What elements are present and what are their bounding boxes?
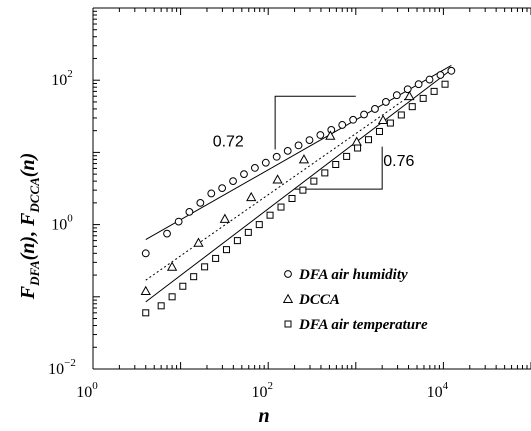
y-label-mid: (n), [17, 226, 39, 260]
circle-marker [207, 189, 216, 198]
legend-label: DFA air temperature [298, 317, 428, 333]
fit-line [145, 95, 410, 281]
axis-ticks [92, 7, 531, 370]
square-marker [375, 127, 383, 135]
circle-marker [218, 184, 227, 193]
legend: DFA air humidity DCCA DFA air temperature [282, 267, 428, 333]
y-label-f1: F [17, 285, 39, 300]
circle-marker [436, 71, 445, 79]
circle-marker [272, 152, 281, 161]
legend-label: DCCA [298, 292, 340, 308]
triangle-marker [166, 261, 178, 271]
slope-box [294, 146, 383, 190]
square-marker [441, 80, 449, 88]
triangle-marker [272, 174, 283, 184]
triangle-marker [404, 90, 415, 101]
slope-annotations: 0.72 0.76 [213, 134, 415, 170]
circle-marker [251, 163, 259, 172]
fit-line [145, 69, 452, 303]
square-marker [244, 228, 252, 236]
circle-marker [381, 98, 390, 106]
square-marker [408, 103, 416, 111]
square-marker [397, 111, 405, 119]
slope-annotation: 0.72 [213, 134, 244, 151]
circle-marker [240, 170, 248, 179]
square-marker [430, 87, 438, 95]
slope-annotation: 0.76 [383, 153, 414, 170]
circle-marker [294, 141, 303, 150]
circle-marker [338, 121, 347, 129]
circle-marker [414, 80, 423, 89]
x-tick-label: 100 [76, 380, 98, 401]
circle-marker [185, 207, 194, 216]
slope-box [274, 95, 356, 150]
square-marker [419, 94, 427, 102]
y-tick-label: 100 [51, 213, 73, 234]
square-marker [201, 263, 209, 271]
legend-label: DFA air humidity [298, 267, 408, 283]
triangle-marker [325, 130, 336, 140]
x-tick-label: 104 [427, 380, 449, 401]
square-marker [179, 282, 187, 290]
y-label-sub-dcca: DCCA [27, 177, 42, 214]
y-axis-label: FDFA(n), FDCCA(n) [17, 153, 42, 301]
triangle-marker [219, 213, 231, 223]
circle-marker [283, 146, 292, 155]
square-marker [157, 302, 165, 310]
square-marker [277, 203, 285, 211]
square-marker [354, 144, 362, 152]
circle-marker [284, 270, 292, 278]
square-marker [321, 169, 329, 177]
square-marker [255, 221, 263, 229]
x-tick-label: 102 [251, 380, 273, 401]
x-axis-label: n [258, 405, 269, 427]
circle-marker [425, 75, 434, 84]
slope-triangles [274, 95, 383, 190]
square-marker [284, 320, 292, 328]
square-marker [142, 309, 150, 317]
square-marker [222, 246, 230, 254]
circle-marker [316, 131, 325, 139]
plot-frame [92, 7, 531, 370]
circle-marker [371, 105, 379, 113]
square-marker [332, 160, 340, 168]
square-marker [233, 237, 241, 245]
circle-marker [360, 110, 368, 119]
circle-marker [403, 85, 412, 94]
triangle-marker [246, 191, 257, 202]
circle-marker [196, 198, 205, 207]
square-marker [299, 186, 307, 194]
y-tick-label: 10−2 [48, 357, 76, 378]
triangle-marker [298, 154, 310, 164]
square-marker [266, 211, 274, 219]
circle-marker [229, 177, 237, 186]
triangle-marker [193, 237, 204, 247]
square-marker [288, 194, 296, 202]
square-marker [310, 177, 318, 185]
circle-marker [261, 158, 270, 167]
y-tick-label: 102 [51, 68, 73, 89]
circle-marker [163, 229, 171, 238]
circle-marker [141, 249, 150, 258]
y-label-end: (n) [17, 153, 39, 177]
y-label-sub-dfa: DFA [27, 260, 42, 287]
square-marker [168, 293, 176, 301]
data-markers [140, 66, 456, 317]
triangle-marker [282, 293, 294, 303]
square-marker [365, 136, 373, 144]
y-label-f2: F [17, 212, 39, 227]
square-marker [190, 273, 198, 281]
triangle-marker [140, 285, 151, 296]
square-marker [212, 254, 220, 262]
circle-marker [392, 91, 401, 100]
square-marker [386, 119, 394, 127]
square-marker [343, 152, 351, 160]
triangle-marker [377, 114, 389, 125]
circle-marker [447, 66, 456, 75]
circle-marker [174, 217, 183, 226]
circle-marker [305, 136, 314, 145]
circle-marker [349, 115, 358, 124]
